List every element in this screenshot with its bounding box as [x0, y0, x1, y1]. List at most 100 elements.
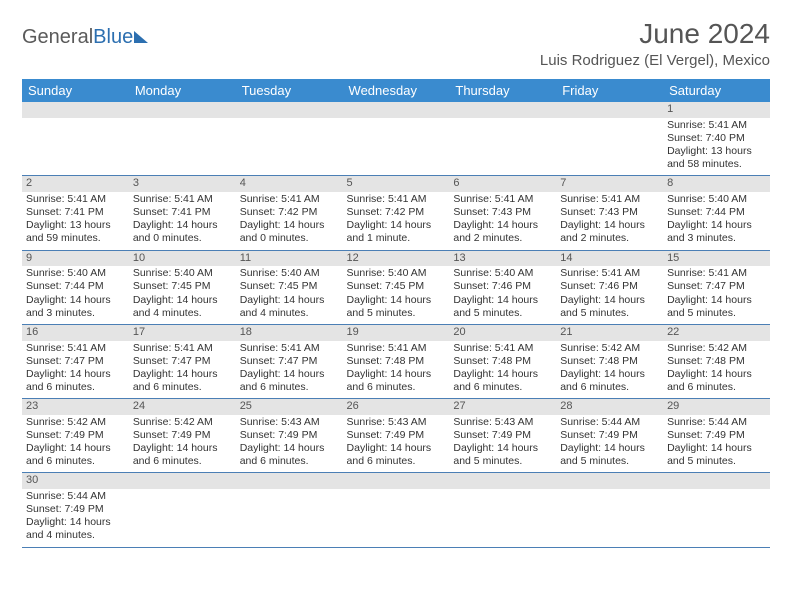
daylight-text: Daylight: 14 hours and 6 minutes.: [133, 368, 232, 394]
day-number: 15: [663, 250, 770, 266]
daylight-text: Daylight: 14 hours and 6 minutes.: [26, 442, 125, 468]
daylight-text: Daylight: 14 hours and 5 minutes.: [667, 294, 766, 320]
daylight-text: Daylight: 14 hours and 1 minute.: [347, 219, 446, 245]
sunrise-text: Sunrise: 5:42 AM: [560, 342, 659, 355]
sunrise-text: Sunrise: 5:43 AM: [347, 416, 446, 429]
sunrise-text: Sunrise: 5:40 AM: [240, 267, 339, 280]
day-cell: Sunrise: 5:41 AMSunset: 7:43 PMDaylight:…: [556, 192, 663, 250]
day-number: 9: [22, 250, 129, 266]
day-cell: Sunrise: 5:41 AMSunset: 7:42 PMDaylight:…: [343, 192, 450, 250]
sunset-text: Sunset: 7:42 PM: [240, 206, 339, 219]
sunrise-text: Sunrise: 5:41 AM: [453, 342, 552, 355]
sunrise-text: Sunrise: 5:41 AM: [667, 119, 766, 132]
daylight-text: Daylight: 14 hours and 5 minutes.: [453, 294, 552, 320]
week-content-row: Sunrise: 5:41 AMSunset: 7:47 PMDaylight:…: [22, 341, 770, 399]
sunset-text: Sunset: 7:49 PM: [26, 503, 125, 516]
day-number: 4: [236, 176, 343, 192]
day-number: 28: [556, 399, 663, 415]
sunrise-text: Sunrise: 5:42 AM: [26, 416, 125, 429]
week-content-row: Sunrise: 5:41 AMSunset: 7:40 PMDaylight:…: [22, 118, 770, 176]
day-number: 8: [663, 176, 770, 192]
day-cell: Sunrise: 5:41 AMSunset: 7:46 PMDaylight:…: [556, 266, 663, 324]
week-content-row: Sunrise: 5:42 AMSunset: 7:49 PMDaylight:…: [22, 415, 770, 473]
day-number: 17: [129, 324, 236, 340]
daylight-text: Daylight: 14 hours and 5 minutes.: [347, 294, 446, 320]
daylight-text: Daylight: 14 hours and 6 minutes.: [347, 442, 446, 468]
day-cell: Sunrise: 5:40 AMSunset: 7:45 PMDaylight:…: [236, 266, 343, 324]
sunrise-text: Sunrise: 5:41 AM: [240, 342, 339, 355]
sunset-text: Sunset: 7:43 PM: [560, 206, 659, 219]
week-daynum-row: 30: [22, 473, 770, 489]
day-cell: Sunrise: 5:42 AMSunset: 7:49 PMDaylight:…: [129, 415, 236, 473]
sunrise-text: Sunrise: 5:41 AM: [453, 193, 552, 206]
sunset-text: Sunset: 7:48 PM: [667, 355, 766, 368]
day-header: Monday: [129, 79, 236, 102]
daylight-text: Daylight: 13 hours and 59 minutes.: [26, 219, 125, 245]
sunset-text: Sunset: 7:43 PM: [453, 206, 552, 219]
day-cell: [129, 489, 236, 547]
calendar-table: SundayMondayTuesdayWednesdayThursdayFrid…: [22, 79, 770, 548]
sunrise-text: Sunrise: 5:44 AM: [560, 416, 659, 429]
day-number: 10: [129, 250, 236, 266]
daylight-text: Daylight: 14 hours and 6 minutes.: [240, 368, 339, 394]
daylight-text: Daylight: 14 hours and 6 minutes.: [667, 368, 766, 394]
sunset-text: Sunset: 7:45 PM: [347, 280, 446, 293]
day-number: 29: [663, 399, 770, 415]
sunrise-text: Sunrise: 5:40 AM: [453, 267, 552, 280]
day-number: 24: [129, 399, 236, 415]
sunset-text: Sunset: 7:47 PM: [667, 280, 766, 293]
logo-text-blue: Blue: [93, 26, 133, 48]
location-label: Luis Rodriguez (El Vergel), Mexico: [540, 52, 770, 69]
sunrise-text: Sunrise: 5:41 AM: [560, 193, 659, 206]
day-cell: Sunrise: 5:44 AMSunset: 7:49 PMDaylight:…: [556, 415, 663, 473]
sunset-text: Sunset: 7:47 PM: [26, 355, 125, 368]
day-header: Thursday: [449, 79, 556, 102]
day-cell: Sunrise: 5:41 AMSunset: 7:41 PMDaylight:…: [129, 192, 236, 250]
day-number: 18: [236, 324, 343, 340]
day-number: 7: [556, 176, 663, 192]
daylight-text: Daylight: 14 hours and 5 minutes.: [453, 442, 552, 468]
sunset-text: Sunset: 7:42 PM: [347, 206, 446, 219]
daylight-text: Daylight: 14 hours and 3 minutes.: [26, 294, 125, 320]
day-number: [129, 102, 236, 118]
day-cell: Sunrise: 5:43 AMSunset: 7:49 PMDaylight:…: [343, 415, 450, 473]
sunset-text: Sunset: 7:44 PM: [26, 280, 125, 293]
daylight-text: Daylight: 14 hours and 6 minutes.: [133, 442, 232, 468]
logo-sail-icon: [134, 29, 152, 43]
day-cell: Sunrise: 5:41 AMSunset: 7:43 PMDaylight:…: [449, 192, 556, 250]
day-cell: [22, 118, 129, 176]
daylight-text: Daylight: 14 hours and 6 minutes.: [26, 368, 125, 394]
sunset-text: Sunset: 7:41 PM: [26, 206, 125, 219]
sunrise-text: Sunrise: 5:41 AM: [26, 193, 125, 206]
day-header-row: SundayMondayTuesdayWednesdayThursdayFrid…: [22, 79, 770, 102]
day-number: [236, 473, 343, 489]
day-cell: [556, 118, 663, 176]
logo: GeneralBlue: [22, 26, 152, 49]
day-cell: Sunrise: 5:40 AMSunset: 7:45 PMDaylight:…: [343, 266, 450, 324]
sunrise-text: Sunrise: 5:41 AM: [667, 267, 766, 280]
week-daynum-row: 9101112131415: [22, 250, 770, 266]
daylight-text: Daylight: 14 hours and 0 minutes.: [133, 219, 232, 245]
daylight-text: Daylight: 14 hours and 4 minutes.: [133, 294, 232, 320]
day-number: 27: [449, 399, 556, 415]
sunset-text: Sunset: 7:49 PM: [667, 429, 766, 442]
day-cell: Sunrise: 5:40 AMSunset: 7:44 PMDaylight:…: [663, 192, 770, 250]
day-cell: [449, 489, 556, 547]
day-number: 16: [22, 324, 129, 340]
month-title: June 2024: [540, 18, 770, 50]
day-cell: [663, 489, 770, 547]
day-cell: Sunrise: 5:41 AMSunset: 7:48 PMDaylight:…: [449, 341, 556, 399]
day-header: Wednesday: [343, 79, 450, 102]
daylight-text: Daylight: 14 hours and 2 minutes.: [453, 219, 552, 245]
day-cell: Sunrise: 5:43 AMSunset: 7:49 PMDaylight:…: [449, 415, 556, 473]
sunrise-text: Sunrise: 5:41 AM: [133, 193, 232, 206]
sunrise-text: Sunrise: 5:40 AM: [133, 267, 232, 280]
day-number: [449, 102, 556, 118]
sunset-text: Sunset: 7:48 PM: [560, 355, 659, 368]
day-cell: Sunrise: 5:42 AMSunset: 7:49 PMDaylight:…: [22, 415, 129, 473]
day-cell: Sunrise: 5:41 AMSunset: 7:47 PMDaylight:…: [663, 266, 770, 324]
sunset-text: Sunset: 7:40 PM: [667, 132, 766, 145]
sunset-text: Sunset: 7:49 PM: [453, 429, 552, 442]
sunset-text: Sunset: 7:49 PM: [133, 429, 232, 442]
day-cell: Sunrise: 5:41 AMSunset: 7:48 PMDaylight:…: [343, 341, 450, 399]
